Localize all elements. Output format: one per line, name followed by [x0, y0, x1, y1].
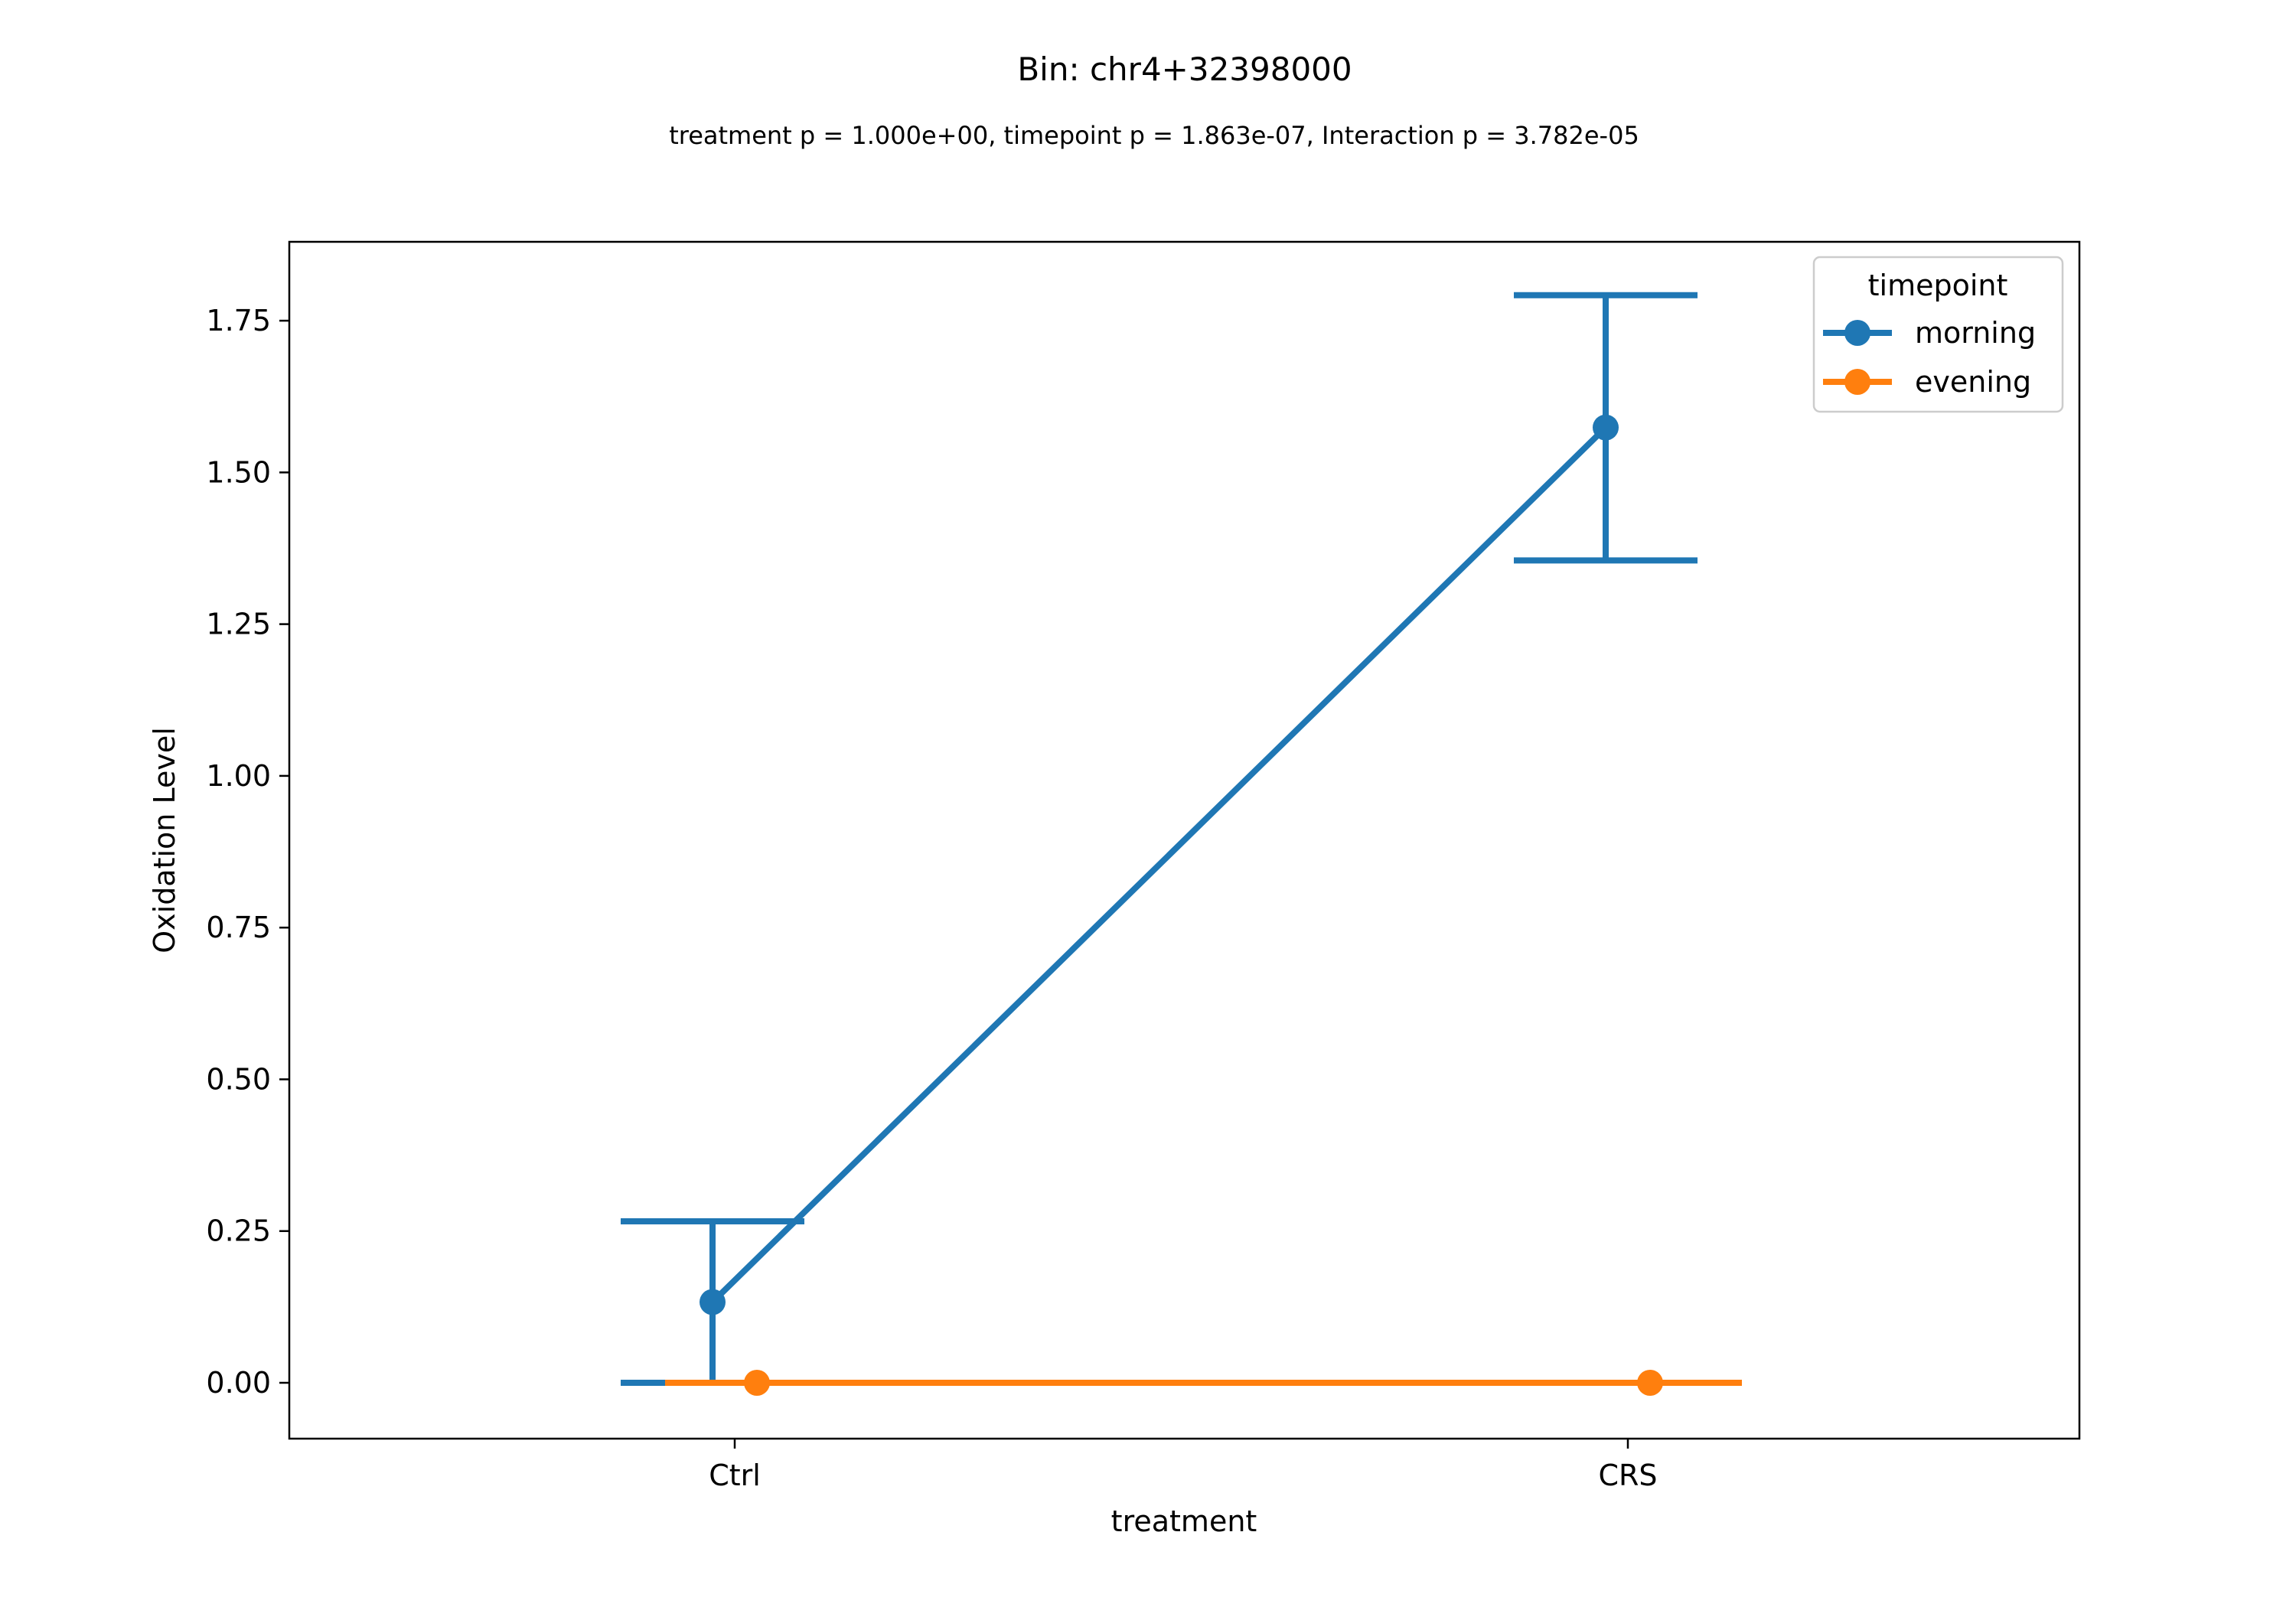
series-evening [665, 1370, 1742, 1396]
y-tick-label: 0.75 [206, 911, 271, 944]
legend-title: timepoint [1868, 269, 2008, 302]
y-tick-label: 1.50 [206, 455, 271, 489]
y-tick-label: 0.50 [206, 1062, 271, 1096]
y-tick-label: 1.25 [206, 608, 271, 641]
y-axis: 0.00 0.25 0.50 0.75 1.00 1.25 1.50 1.75 [206, 304, 289, 1400]
plot-series [621, 292, 1742, 1396]
chart-subtitle: treatment p = 1.000e+00, timepoint p = 1… [669, 121, 1639, 150]
legend-swatch-marker [1844, 320, 1870, 346]
plot-frame [288, 240, 2081, 1440]
legend-items: morning evening [1823, 316, 2036, 399]
legend: timepoint morning evening [1812, 256, 2064, 413]
series-line [710, 425, 1608, 1305]
legend-swatch-marker [1844, 369, 1870, 395]
data-point [700, 1289, 726, 1315]
x-tick-label: CRS [1598, 1459, 1657, 1492]
series-morning [621, 292, 1698, 1386]
legend-label: morning [1915, 316, 2036, 350]
y-tick-label: 0.00 [206, 1366, 271, 1400]
y-tick-label: 1.75 [206, 304, 271, 337]
x-axis-label: treatment [1111, 1504, 1257, 1538]
x-axis: Ctrl CRS [709, 1439, 1658, 1492]
y-tick-label: 0.25 [206, 1214, 271, 1248]
legend-frame [1812, 256, 2064, 413]
y-tick-label: 1.00 [206, 759, 271, 793]
y-axis-label: Oxidation Level [148, 727, 181, 953]
legend-label: evening [1915, 365, 2031, 399]
data-point [744, 1370, 770, 1396]
x-tick-label: Ctrl [709, 1459, 761, 1492]
data-point [1637, 1370, 1663, 1396]
data-point [1593, 414, 1619, 441]
chart-title: Bin: chr4+32398000 [1017, 51, 1352, 88]
